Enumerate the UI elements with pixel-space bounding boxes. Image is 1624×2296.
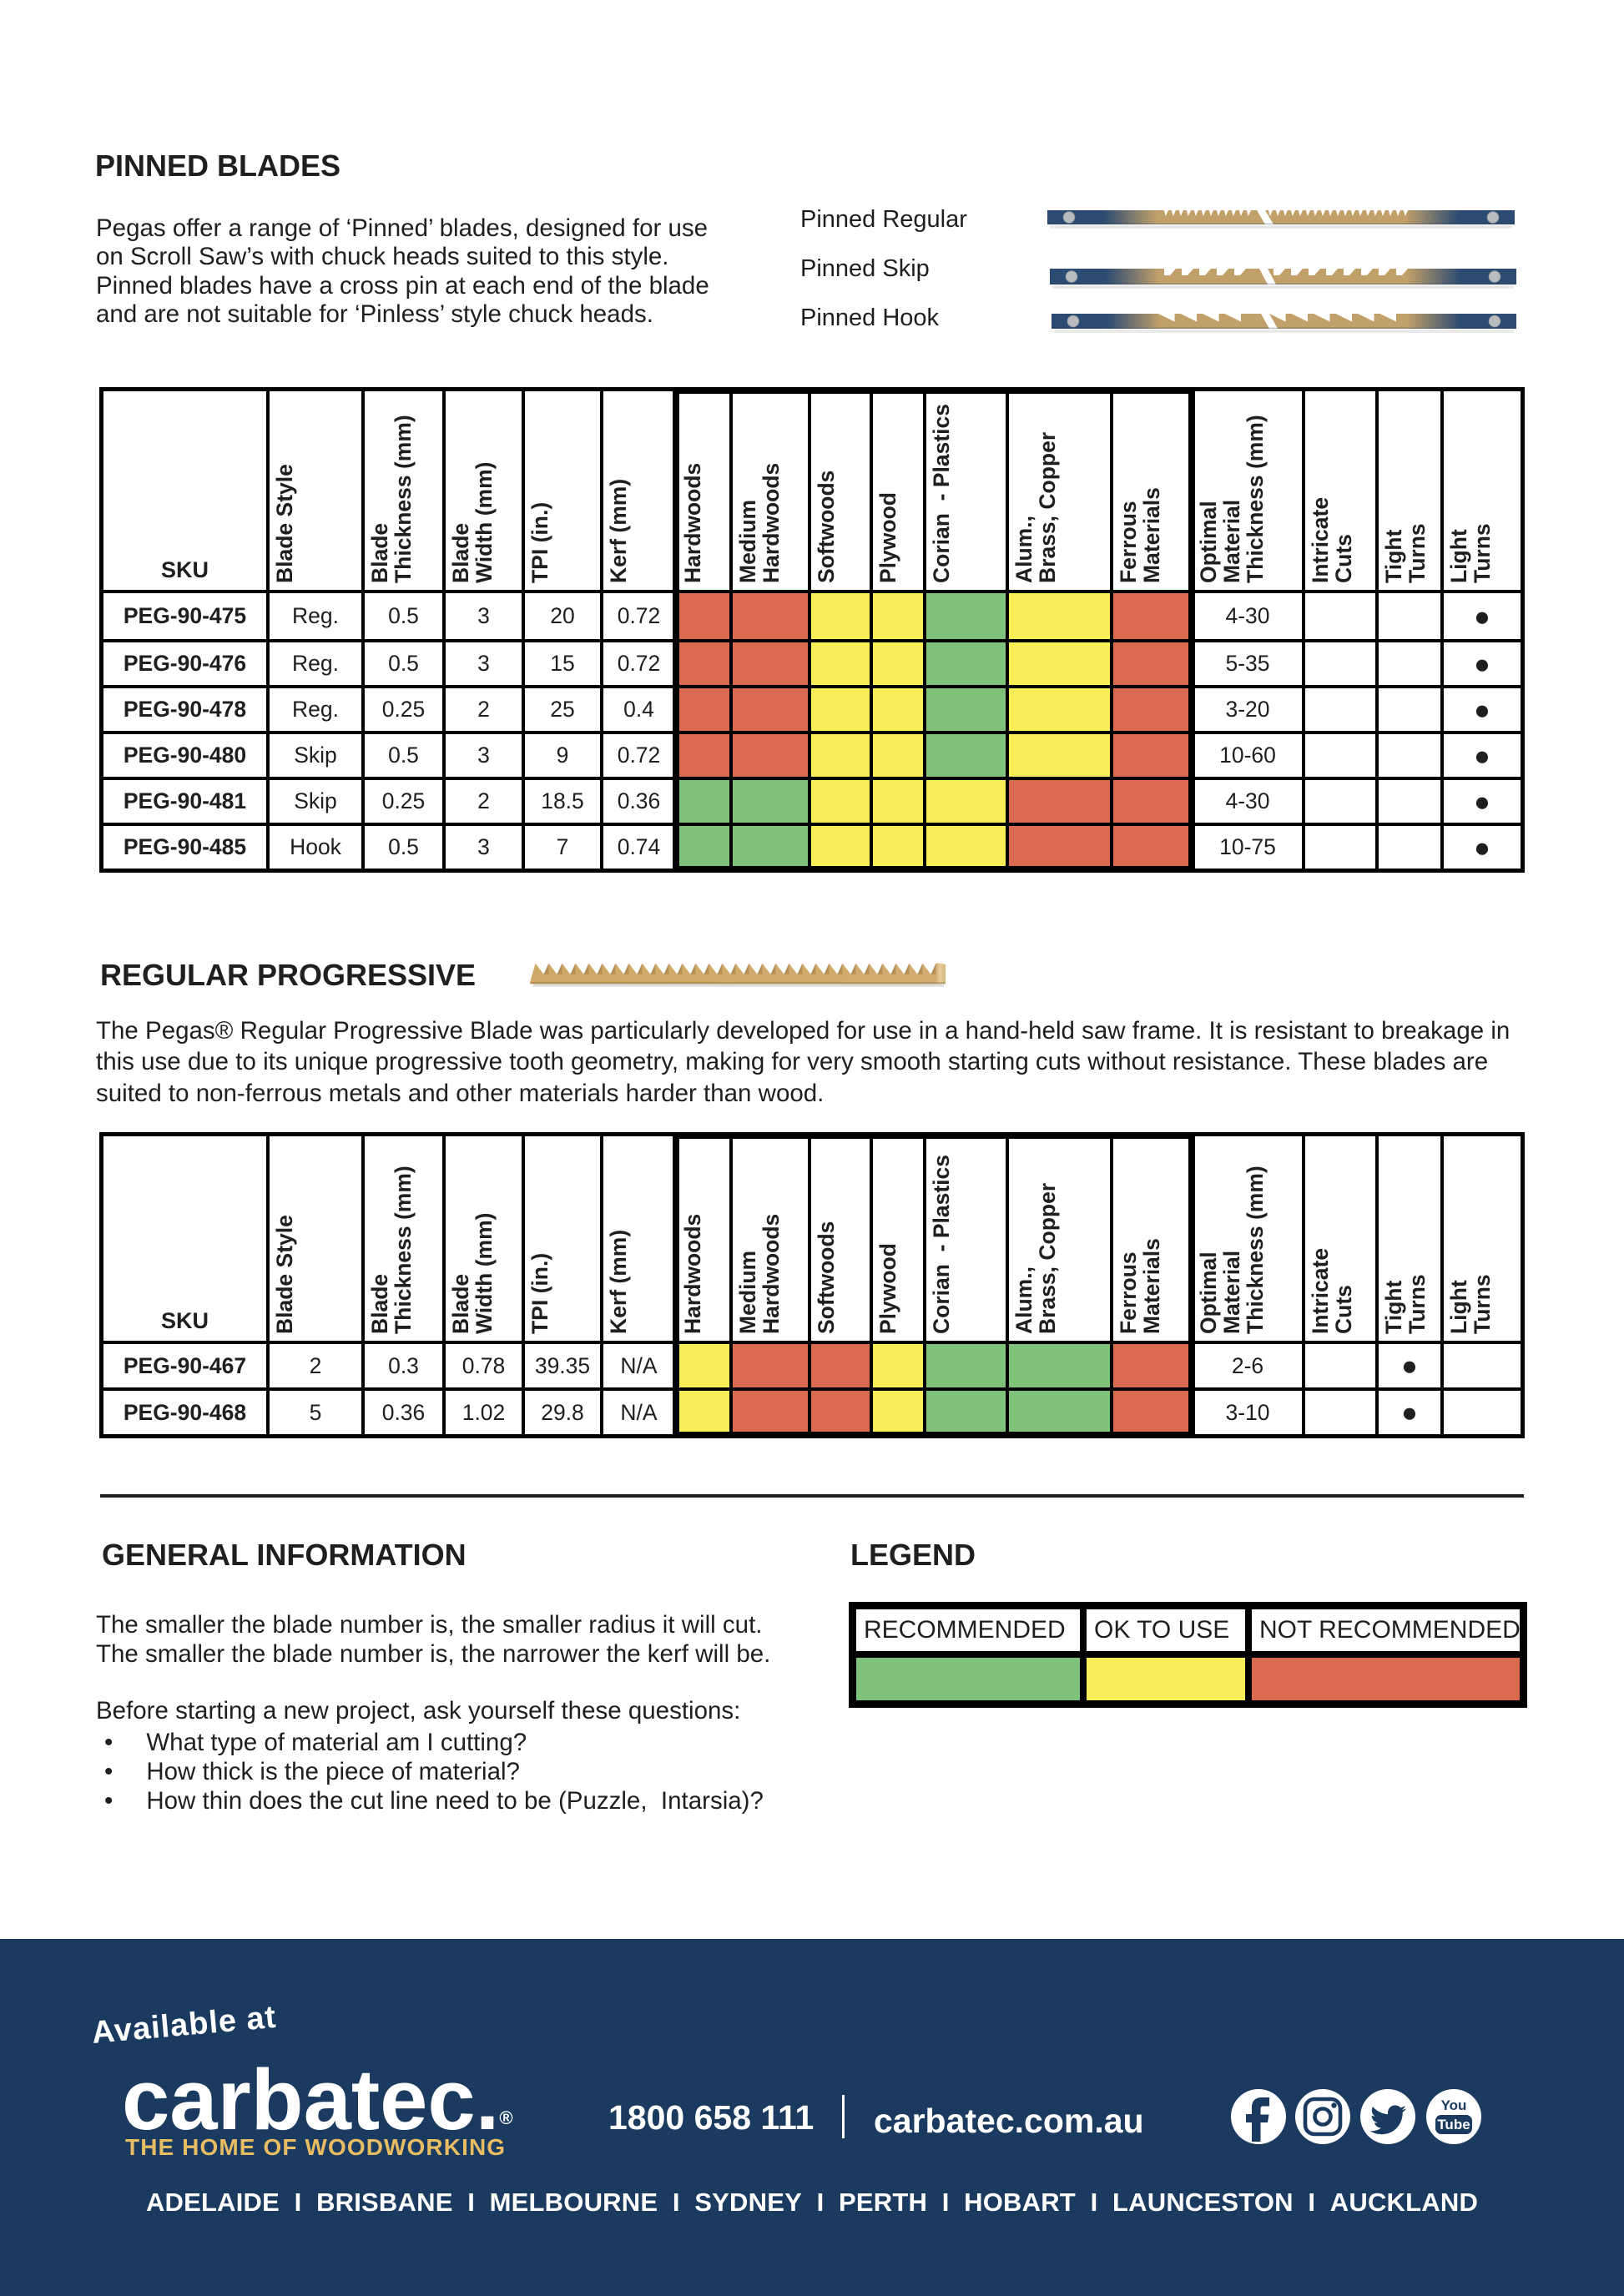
svg-text:You: You bbox=[1441, 2097, 1467, 2113]
svg-text:Tube: Tube bbox=[1437, 2117, 1470, 2132]
